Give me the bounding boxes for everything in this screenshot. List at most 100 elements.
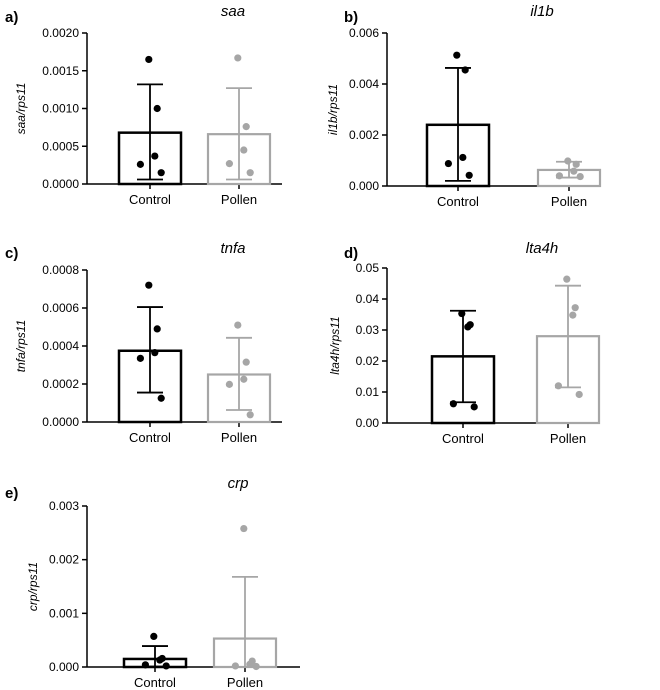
data-point-control [464,323,472,331]
y-tick-label: 0.001 [49,606,79,620]
x-tick-label: Pollen [221,192,257,207]
y-axis-label: il1b/rps11 [326,84,340,135]
chart-title: lta4h [526,240,559,257]
data-point-pollen [242,358,250,366]
data-point-pollen [571,304,579,312]
data-point-control [150,632,158,641]
data-point-pollen [555,172,564,180]
data-point-pollen [564,157,572,165]
data-point-pollen [569,311,577,319]
y-axis-label: tnfa/rps11 [14,320,28,372]
x-tick-label: Control [437,194,479,209]
data-point-pollen [234,54,242,62]
data-point-control [459,153,467,162]
data-point-pollen [231,662,239,670]
data-point-pollen [575,390,583,399]
chart-title: crp [228,475,249,492]
y-tick-label: 0.00 [356,416,380,430]
y-tick-label: 0.006 [349,26,379,40]
data-point-control [153,104,161,113]
data-point-pollen [242,123,250,131]
data-point-control [453,51,461,59]
data-point-pollen [234,321,242,329]
chart-title: tnfa [220,240,245,257]
data-point-control [156,656,164,664]
data-point-control [458,309,466,318]
data-point-control [444,159,452,168]
data-point-control [141,661,149,669]
y-tick-label: 0.0004 [42,339,79,353]
x-tick-label: Pollen [550,431,586,446]
y-tick-label: 0.0015 [42,64,79,78]
data-point-control [151,349,159,357]
data-point-control [151,152,159,160]
y-tick-label: 0.0000 [42,177,79,191]
panel-label: e) [5,485,18,502]
data-point-pollen [563,275,571,283]
chart-title: saa [221,3,245,20]
y-tick-label: 0.04 [356,292,380,306]
panel-label: b) [344,9,358,26]
data-point-control [461,66,469,74]
chart-title: il1b [530,3,553,20]
x-tick-label: Control [442,431,484,446]
data-point-control [162,662,170,670]
x-tick-label: Control [134,675,176,690]
data-point-control [136,160,144,168]
panel-label: d) [344,245,358,262]
data-point-control [470,403,478,411]
data-point-pollen [554,382,563,390]
data-point-pollen [240,375,248,383]
data-point-control [157,394,165,402]
data-point-pollen [240,146,248,154]
y-tick-label: 0.0020 [42,26,79,40]
data-point-pollen [246,660,254,668]
y-axis-label: lta4h/rps11 [328,316,342,374]
y-tick-label: 0.002 [49,553,79,567]
y-tick-label: 0.05 [356,261,380,275]
data-point-control [145,55,153,64]
x-tick-label: Control [129,192,171,207]
chart-panel-4: d) lta4h 0.00 0.01 0.02 0.03 0.04 0.05 lta4h/rps… [328,240,601,446]
data-point-pollen [572,160,580,168]
chart-panel-3: c) tnfa 0.0000 0.0002 0.0004 0.0006 0.0008 tnfa… [5,240,282,445]
y-tick-label: 0.0000 [42,415,79,429]
data-point-pollen [570,167,578,175]
chart-panel-1: a) saa 0.0000 0.0005 0.0010 0.0015 0.0020 saa/r… [5,3,282,207]
data-point-control [145,281,153,289]
y-tick-label: 0.02 [356,354,380,368]
y-tick-label: 0.01 [356,385,380,399]
y-tick-label: 0.000 [49,660,79,674]
data-point-pollen [246,169,254,177]
chart-panel-5: e) crp 0.000 0.001 0.002 0.003 crp/rps11 Contro… [5,475,300,690]
data-point-control [449,400,457,408]
y-tick-label: 0.03 [356,323,380,337]
data-point-control [136,354,144,362]
y-tick-label: 0.002 [349,128,379,142]
y-tick-label: 0.0005 [42,139,79,153]
panel-label: c) [5,245,18,262]
y-axis-label: crp/rps11 [26,562,40,611]
y-tick-label: 0.0010 [42,102,79,116]
x-tick-label: Pollen [221,430,257,445]
chart-panel-2: b) il1b 0.000 0.002 0.004 0.006 il1b/rps11 Cont… [326,3,602,209]
y-tick-label: 0.004 [349,77,379,91]
data-point-control [157,169,165,177]
panel-label: a) [5,9,18,26]
data-point-control [153,325,161,333]
y-tick-label: 0.000 [349,179,379,193]
data-point-control [465,171,473,179]
data-point-pollen [225,380,233,388]
data-point-pollen [240,524,248,533]
y-tick-label: 0.003 [49,499,79,513]
data-point-pollen [252,662,260,671]
x-tick-label: Pollen [227,675,263,690]
data-point-pollen [576,172,584,181]
y-tick-label: 0.0006 [42,301,79,315]
y-axis-label: saa/rps11 [14,83,28,135]
data-point-pollen [246,411,254,419]
y-tick-label: 0.0002 [42,377,79,391]
y-tick-label: 0.0008 [42,263,79,277]
data-point-pollen [225,160,233,168]
